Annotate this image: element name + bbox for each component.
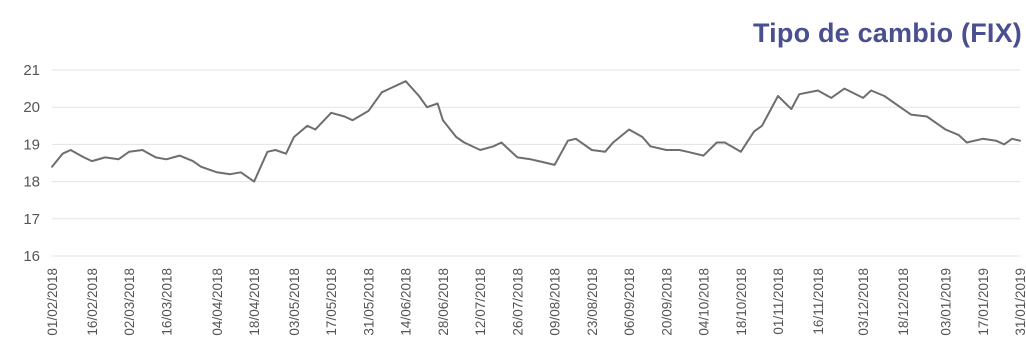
x-tick-label: 16/11/2018 bbox=[811, 268, 826, 335]
x-tick-label: 16/03/2018 bbox=[159, 268, 174, 336]
x-tick-label: 09/08/2018 bbox=[548, 268, 563, 336]
x-tick-label: 17/01/2019 bbox=[976, 268, 991, 336]
x-tick-label: 31/05/2018 bbox=[361, 268, 376, 336]
gridlines bbox=[52, 69, 1020, 257]
x-tick-label: 28/06/2018 bbox=[436, 268, 451, 336]
x-tick-label: 26/07/2018 bbox=[510, 268, 525, 336]
x-tick-label: 04/04/2018 bbox=[210, 268, 225, 336]
x-tick-label: 18/12/2018 bbox=[896, 268, 911, 336]
series-line bbox=[51, 80, 1021, 183]
x-tick-label: 01/02/2018 bbox=[45, 268, 60, 336]
x-tick-label: 16/02/2018 bbox=[85, 268, 100, 336]
chart-title: Tipo de cambio (FIX) bbox=[752, 18, 1022, 48]
x-axis-tick-labels: 01/02/2018 16/02/2018 02/03/2018 16/03/2018… bbox=[45, 268, 1026, 336]
y-tick-label: 19 bbox=[23, 136, 40, 153]
x-tick-label: 03/01/2019 bbox=[939, 268, 954, 336]
x-tick-label: 03/12/2018 bbox=[856, 268, 871, 336]
x-tick-label: 23/08/2018 bbox=[585, 268, 600, 336]
x-tick-label: 31/01/2019 bbox=[1013, 268, 1026, 336]
x-tick-label: 02/03/2018 bbox=[122, 268, 137, 336]
x-tick-label: 12/07/2018 bbox=[473, 268, 488, 336]
y-tick-label: 20 bbox=[23, 99, 40, 116]
y-tick-label: 17 bbox=[23, 211, 40, 228]
x-tick-label: 17/05/2018 bbox=[324, 268, 339, 336]
x-tick-label: 14/06/2018 bbox=[399, 268, 414, 336]
x-tick-label: 20/09/2018 bbox=[659, 268, 674, 336]
y-tick-label: 21 bbox=[23, 62, 40, 79]
x-tick-label: 06/09/2018 bbox=[622, 268, 637, 336]
x-tick-label: 04/10/2018 bbox=[697, 268, 712, 336]
x-tick-label: 18/10/2018 bbox=[734, 268, 749, 336]
y-axis-tick-labels: 16 17 18 19 20 21 bbox=[23, 62, 40, 265]
y-tick-label: 18 bbox=[23, 174, 40, 191]
x-tick-label: 03/05/2018 bbox=[287, 268, 302, 336]
series-layer bbox=[51, 80, 1021, 183]
x-tick-label: 18/04/2018 bbox=[247, 268, 262, 336]
x-tick-label: 01/11/2018 bbox=[771, 268, 786, 335]
y-tick-label: 16 bbox=[23, 248, 40, 265]
